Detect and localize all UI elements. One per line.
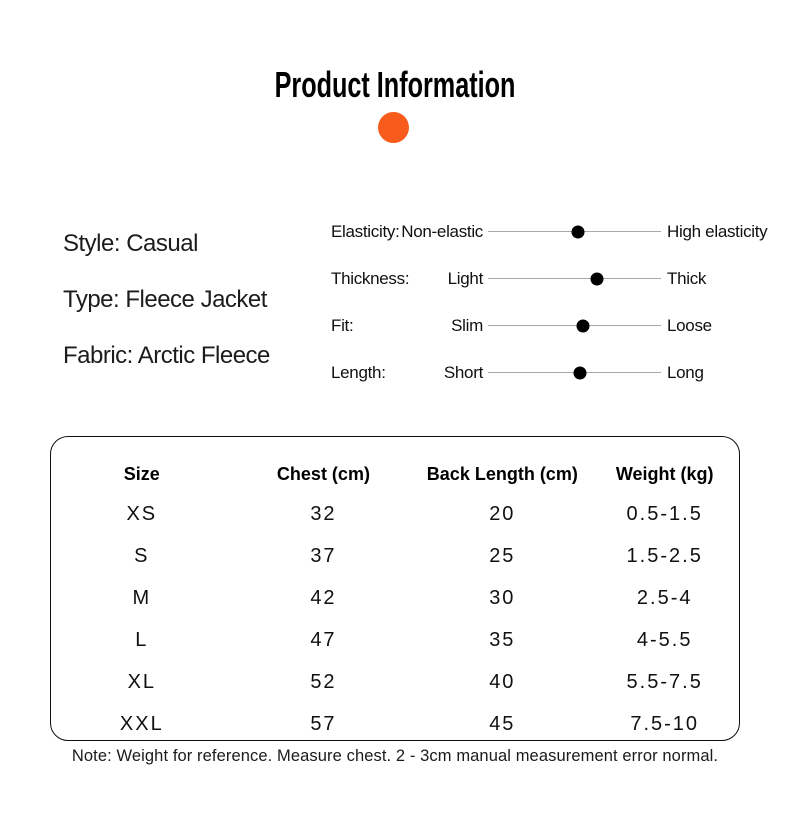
table-row-xl: XL 52 40 5.5-7.5: [51, 661, 739, 703]
attribute-type: Type: Fleece Jacket: [63, 286, 267, 313]
slider-dot: [590, 272, 604, 285]
slider-max-label: Long: [667, 362, 704, 382]
table-cell: 52: [310, 670, 337, 693]
size-table-header-row: Size Chest (cm) Back Length (cm) Weight …: [51, 456, 739, 493]
slider-label-zone: Length: Short: [331, 363, 483, 383]
slider-track: [488, 313, 661, 338]
table-cell: L: [135, 628, 149, 651]
table-cell: 47: [310, 628, 337, 651]
col-header-back-length: Back Length (cm): [426, 464, 578, 484]
table-cell: 57: [310, 712, 337, 735]
table-cell: M: [132, 586, 152, 609]
slider-min-label: Short: [443, 362, 483, 382]
slider-track: [488, 360, 661, 385]
slider-label: Elasticity:: [331, 221, 400, 241]
col-header-chest: Chest (cm): [276, 464, 370, 484]
slider-label-zone: Elasticity: Non-elastic: [331, 222, 483, 242]
table-row-m: M 42 30 2.5-4: [51, 577, 739, 619]
table-row-xs: XS 32 20 0.5-1.5: [51, 493, 739, 535]
slider-row-thickness: Thickness: Light Thick: [331, 266, 777, 291]
slider-label: Length:: [331, 362, 386, 382]
slider-min-label: Non-elastic: [401, 221, 483, 241]
product-attributes: Style: Casual Type: Fleece Jacket Fabric…: [63, 231, 270, 399]
table-cell: 7.5-10: [630, 712, 700, 735]
table-cell: 1.5-2.5: [626, 544, 703, 567]
slider-label: Fit:: [331, 315, 354, 335]
property-sliders: Elasticity: Non-elastic High elasticity …: [331, 219, 777, 407]
attribute-fabric: Fabric: Arctic Fleece: [63, 342, 270, 369]
slider-dot: [576, 319, 590, 332]
slider-min-label: Light: [447, 268, 484, 288]
table-cell: XS: [126, 502, 158, 525]
table-cell: 32: [310, 502, 337, 525]
slider-row-elasticity: Elasticity: Non-elastic High elasticity: [331, 219, 777, 244]
measurement-note: Note: Weight for reference. Measure ches…: [71, 747, 719, 765]
table-cell: 25: [489, 544, 516, 567]
size-table: Size Chest (cm) Back Length (cm) Weight …: [51, 456, 739, 745]
table-cell: 2.5-4: [636, 586, 693, 609]
table-row-s: S 37 25 1.5-2.5: [51, 535, 739, 577]
page-title-wrap: Product Information: [0, 64, 790, 106]
table-cell: 0.5-1.5: [626, 502, 703, 525]
table-cell: 20: [489, 502, 516, 525]
page-title: Product Information: [274, 64, 516, 105]
table-cell: S: [134, 544, 150, 567]
slider-max-label: Thick: [667, 268, 707, 288]
slider-max-label: High elasticity: [667, 221, 768, 241]
slider-label-zone: Fit: Slim: [331, 316, 483, 336]
attribute-style: Style: Casual: [63, 230, 198, 257]
slider-label: Thickness:: [331, 268, 410, 288]
table-cell: 5.5-7.5: [626, 670, 703, 693]
slider-row-length: Length: Short Long: [331, 360, 777, 385]
table-cell: XXL: [119, 712, 164, 735]
table-cell: 40: [489, 670, 516, 693]
size-chart: Size Chest (cm) Back Length (cm) Weight …: [50, 436, 740, 741]
table-cell: 4-5.5: [636, 628, 693, 651]
table-cell: XL: [127, 670, 157, 693]
slider-line: [488, 278, 661, 279]
table-cell: 35: [489, 628, 516, 651]
table-row-l: L 47 35 4-5.5: [51, 619, 739, 661]
table-cell: 37: [310, 544, 337, 567]
col-header-weight: Weight (kg): [615, 464, 714, 484]
slider-track: [488, 219, 661, 244]
slider-line: [488, 325, 661, 326]
accent-dot: [378, 112, 409, 143]
col-header-size: Size: [123, 464, 160, 484]
table-row-xxl: XXL 57 45 7.5-10: [51, 703, 739, 745]
slider-dot: [571, 225, 585, 238]
table-cell: 30: [489, 586, 516, 609]
slider-track: [488, 266, 661, 291]
slider-max-label: Loose: [667, 315, 712, 335]
slider-dot: [573, 366, 587, 379]
slider-min-label: Slim: [451, 315, 483, 335]
table-cell: 42: [310, 586, 337, 609]
table-cell: 45: [489, 712, 516, 735]
slider-label-zone: Thickness: Light: [331, 269, 483, 289]
slider-row-fit: Fit: Slim Loose: [331, 313, 777, 338]
